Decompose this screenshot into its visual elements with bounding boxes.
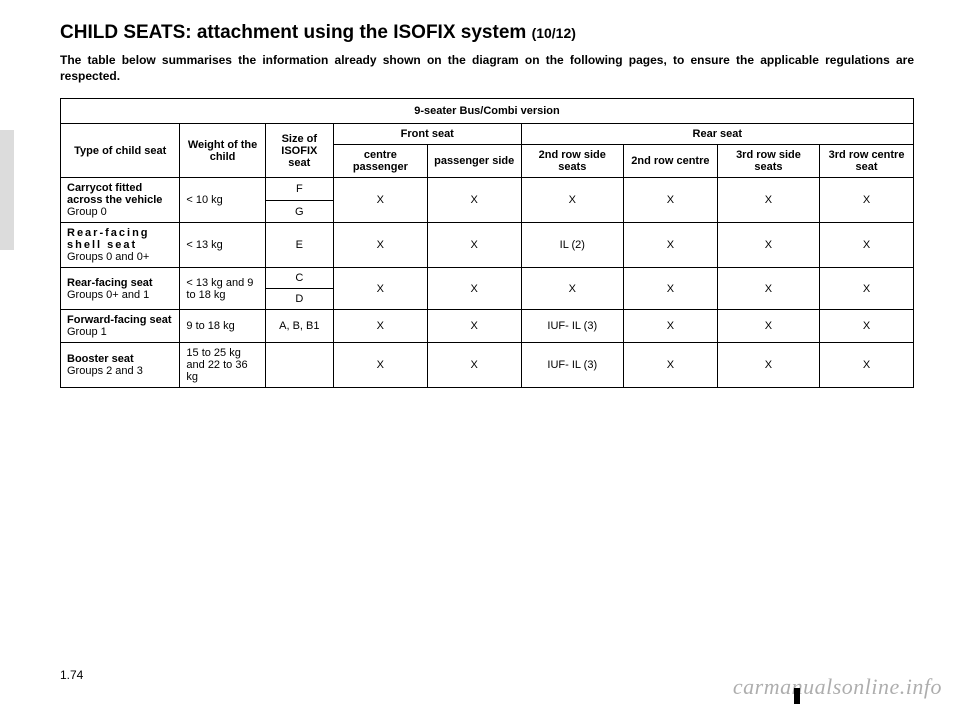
type-cell: Booster seatGroups 2 and 3 bbox=[61, 343, 180, 388]
type-strong: Forward-facing seat bbox=[67, 314, 173, 326]
size-cell: D bbox=[265, 289, 333, 310]
title-sub: (10/12) bbox=[532, 25, 576, 41]
col-type: Type of child seat bbox=[61, 124, 180, 178]
size-cell bbox=[265, 343, 333, 388]
data-cell: IUF- IL (3) bbox=[521, 310, 623, 343]
col-front: Front seat bbox=[333, 124, 521, 145]
data-cell: X bbox=[333, 178, 427, 223]
size-cell: A, B, B1 bbox=[265, 310, 333, 343]
data-cell: X bbox=[427, 343, 521, 388]
type-light: Groups 2 and 3 bbox=[67, 365, 173, 377]
data-cell: X bbox=[427, 223, 521, 268]
weight-cell: < 13 kg bbox=[180, 223, 265, 268]
data-cell: X bbox=[623, 223, 717, 268]
col-3rd-centre: 3rd row centre seat bbox=[820, 145, 914, 178]
table-row: Rear-facing shell seatGroups 0 and 0+< 1… bbox=[61, 223, 914, 268]
data-cell: X bbox=[717, 343, 819, 388]
table-row: Booster seatGroups 2 and 315 to 25 kg an… bbox=[61, 343, 914, 388]
type-strong: Booster seat bbox=[67, 353, 173, 365]
data-cell: X bbox=[623, 343, 717, 388]
intro-text: The table below summarises the informati… bbox=[60, 52, 914, 84]
data-cell: X bbox=[427, 310, 521, 343]
data-cell: X bbox=[717, 178, 819, 223]
data-cell: X bbox=[623, 310, 717, 343]
type-cell: Forward-facing seatGroup 1 bbox=[61, 310, 180, 343]
data-cell: X bbox=[820, 268, 914, 310]
table-header-row-1: Type of child seat Weight of the child S… bbox=[61, 124, 914, 145]
weight-cell: 9 to 18 kg bbox=[180, 310, 265, 343]
table-row: Rear-facing seatGroups 0+ and 1< 13 kg a… bbox=[61, 268, 914, 289]
data-cell: X bbox=[427, 268, 521, 310]
data-cell: X bbox=[717, 310, 819, 343]
data-cell: X bbox=[717, 268, 819, 310]
size-cell: G bbox=[265, 200, 333, 223]
col-centre-passenger: centre passenger bbox=[333, 145, 427, 178]
type-light: Group 1 bbox=[67, 326, 173, 338]
type-light: Group 0 bbox=[67, 206, 173, 218]
size-cell: C bbox=[265, 268, 333, 289]
watermark: carmanualsonline.info bbox=[733, 674, 942, 700]
data-cell: X bbox=[333, 223, 427, 268]
col-2nd-centre: 2nd row centre bbox=[623, 145, 717, 178]
page-title: CHILD SEATS: attachment using the ISOFIX… bbox=[60, 22, 914, 44]
col-weight: Weight of the child bbox=[180, 124, 265, 178]
type-strong: Carrycot fitted across the vehicle bbox=[67, 182, 173, 206]
title-main: CHILD SEATS: attachment using the ISOFIX… bbox=[60, 22, 532, 43]
data-cell: X bbox=[820, 223, 914, 268]
data-cell: X bbox=[717, 223, 819, 268]
data-cell: IL (2) bbox=[521, 223, 623, 268]
col-passenger-side: passenger side bbox=[427, 145, 521, 178]
type-light: Groups 0 and 0+ bbox=[67, 251, 173, 263]
type-cell: Carrycot fitted across the vehicleGroup … bbox=[61, 178, 180, 223]
weight-cell: < 10 kg bbox=[180, 178, 265, 223]
type-cell: Rear-facing shell seatGroups 0 and 0+ bbox=[61, 223, 180, 268]
type-cell: Rear-facing seatGroups 0+ and 1 bbox=[61, 268, 180, 310]
data-cell: X bbox=[623, 178, 717, 223]
data-cell: X bbox=[333, 310, 427, 343]
table-caption-row: 9-seater Bus/Combi version bbox=[61, 99, 914, 124]
size-cell: E bbox=[265, 223, 333, 268]
col-3rd-side: 3rd row side seats bbox=[717, 145, 819, 178]
side-tab bbox=[0, 130, 14, 250]
data-cell: X bbox=[333, 268, 427, 310]
data-cell: X bbox=[521, 178, 623, 223]
col-size: Size of ISOFIX seat bbox=[265, 124, 333, 178]
weight-cell: < 13 kg and 9 to 18 kg bbox=[180, 268, 265, 310]
manual-page: CHILD SEATS: attachment using the ISOFIX… bbox=[0, 0, 960, 710]
isofix-table: 9-seater Bus/Combi version Type of child… bbox=[60, 98, 914, 388]
page-content: CHILD SEATS: attachment using the ISOFIX… bbox=[0, 0, 960, 388]
data-cell: X bbox=[521, 268, 623, 310]
weight-cell: 15 to 25 kg and 22 to 36 kg bbox=[180, 343, 265, 388]
type-strong: Rear-facing shell seat bbox=[67, 227, 173, 251]
data-cell: IUF- IL (3) bbox=[521, 343, 623, 388]
data-cell: X bbox=[820, 178, 914, 223]
col-2nd-side: 2nd row side seats bbox=[521, 145, 623, 178]
data-cell: X bbox=[623, 268, 717, 310]
type-light: Groups 0+ and 1 bbox=[67, 289, 173, 301]
size-cell: F bbox=[265, 178, 333, 201]
table-caption: 9-seater Bus/Combi version bbox=[61, 99, 914, 124]
col-rear: Rear seat bbox=[521, 124, 913, 145]
data-cell: X bbox=[820, 310, 914, 343]
data-cell: X bbox=[333, 343, 427, 388]
data-cell: X bbox=[427, 178, 521, 223]
page-number: 1.74 bbox=[60, 668, 83, 682]
data-cell: X bbox=[820, 343, 914, 388]
table-row: Forward-facing seatGroup 19 to 18 kgA, B… bbox=[61, 310, 914, 343]
table-row: Carrycot fitted across the vehicleGroup … bbox=[61, 178, 914, 201]
type-strong: Rear-facing seat bbox=[67, 277, 173, 289]
